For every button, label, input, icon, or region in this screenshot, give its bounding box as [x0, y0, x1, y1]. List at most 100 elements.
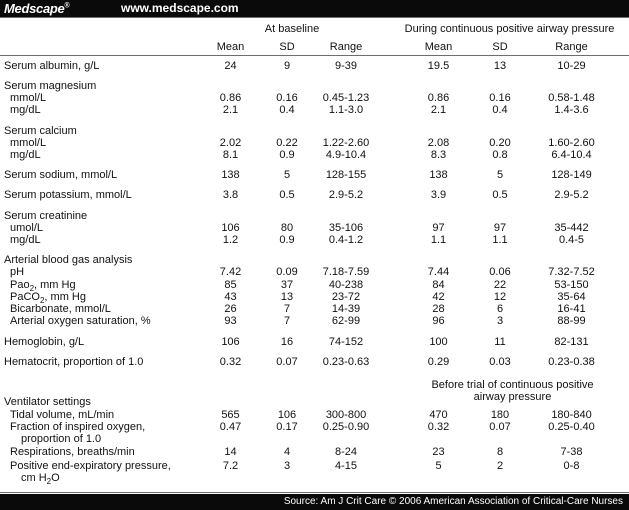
- row-label: Serum calcium: [4, 125, 77, 137]
- baseline-range-cell: 128-155: [325, 169, 367, 181]
- source-citation: Source: Am J Crit Care © 2006 American A…: [283, 496, 623, 507]
- baseline-range-cell: 8-24: [334, 446, 358, 458]
- cpap-sd-cell: 0.06: [489, 266, 511, 278]
- row-label: Respirations, breaths/min: [10, 446, 135, 458]
- cpap-mean-cell: 5: [435, 460, 442, 472]
- row-label-continuation: proportion of 1.0: [21, 433, 101, 445]
- row-label-text: Serum magnesium: [4, 80, 97, 92]
- column-header-sd: SD: [492, 41, 508, 53]
- cpap-range-cell: 180-840: [551, 409, 592, 421]
- cpap-range-cell: 16-41: [557, 303, 586, 315]
- row-label-text: Hematocrit, proportion of 1.0: [4, 356, 144, 368]
- group-header-baseline: At baseline: [264, 23, 320, 35]
- row-label: Fraction of inspired oxygen,: [10, 421, 145, 433]
- baseline-mean-cell: 26: [224, 303, 237, 315]
- row-label-tail: O: [51, 472, 60, 484]
- cpap-mean-cell: 97: [432, 222, 445, 234]
- cpap-sd-cell: 6: [496, 303, 504, 315]
- baseline-sd-cell: 0.22: [276, 137, 298, 149]
- group-header-before-trial-text: Before trial of continuous positive airw…: [431, 379, 594, 403]
- baseline-sd-cell: 0.9: [279, 234, 295, 246]
- baseline-mean-cell: 1.2: [222, 234, 239, 246]
- medscape-logo[interactable]: Medscape®: [4, 1, 70, 16]
- cpap-range-cell: 0-8: [563, 460, 580, 472]
- cpap-mean-cell: 3.9: [430, 189, 447, 201]
- table-bottom-rule: [0, 492, 629, 493]
- cpap-sd-cell: 0.07: [489, 421, 511, 433]
- baseline-mean-cell: 7.2: [222, 460, 239, 472]
- baseline-sd-cell: 3: [283, 460, 291, 472]
- baseline-range-cell: 7.18-7.59: [322, 266, 370, 278]
- baseline-sd-cell: 0.9: [279, 149, 295, 161]
- row-label: Serum magnesium: [4, 80, 96, 92]
- cpap-mean-cell: 0.86: [427, 92, 450, 104]
- cpap-sd-cell: 0.8: [492, 149, 508, 161]
- baseline-range-cell: 9-39: [334, 60, 358, 72]
- cpap-mean-cell: 100: [429, 336, 448, 348]
- column-header-range: Range: [329, 41, 363, 53]
- cpap-range-cell: 88-99: [557, 315, 586, 327]
- header-divider-rule: [0, 55, 629, 56]
- row-label: Pao2, mm Hg: [10, 279, 76, 295]
- baseline-sd-cell: 80: [280, 222, 294, 234]
- row-label-text: Arterial oxygen saturation, %: [10, 315, 151, 327]
- row-label-text: pH: [10, 266, 25, 278]
- row-label-text: mg/dL: [10, 234, 41, 246]
- row-label: mg/dL: [10, 104, 41, 116]
- row-label-continuation-text: cm H: [21, 472, 47, 484]
- cpap-sd-cell: 11: [494, 336, 506, 348]
- cpap-sd-cell: 2: [496, 460, 504, 472]
- cpap-mean-cell: 8.3: [430, 149, 447, 161]
- row-label: Tidal volume, mL/min: [10, 409, 114, 421]
- baseline-sd-cell: 0.09: [276, 266, 298, 278]
- row-label: mg/dL: [10, 234, 41, 246]
- baseline-range-cell: 40-238: [328, 279, 364, 291]
- row-label-text: Serum creatinine: [4, 210, 88, 222]
- row-label: Bicarbonate, mmol/L: [10, 303, 111, 315]
- row-label-text: mmol/L: [10, 92, 47, 104]
- cpap-mean-cell: 96: [432, 315, 445, 327]
- cpap-sd-cell: 180: [490, 409, 510, 421]
- row-label-text: Ventilator settings: [4, 396, 91, 408]
- baseline-range-cell: 300-800: [325, 409, 367, 421]
- row-label-subscript: 2: [39, 296, 45, 306]
- row-label: Serum albumin, g/L: [4, 60, 99, 72]
- cpap-sd-cell: 0.16: [489, 92, 511, 104]
- cpap-mean-cell: 23: [432, 446, 445, 458]
- row-label: mmol/L: [10, 137, 46, 149]
- row-label: Arterial oxygen saturation, %: [10, 315, 151, 327]
- baseline-mean-cell: 106: [221, 222, 240, 234]
- cpap-mean-cell: 0.32: [427, 421, 450, 433]
- cpap-range-cell: 0.23-0.38: [548, 356, 595, 368]
- row-label-continuation-text: proportion of 1.0: [21, 433, 102, 445]
- row-label: umol/L: [10, 222, 43, 234]
- cpap-mean-cell: 28: [432, 303, 445, 315]
- baseline-sd-cell: 0.16: [276, 92, 298, 104]
- row-label-text: umol/L: [10, 222, 44, 234]
- row-label: PaCO2, mm Hg: [10, 291, 86, 307]
- row-label: pH: [10, 266, 24, 278]
- row-label-text: Hemoglobin, g/L: [4, 336, 85, 348]
- baseline-range-cell: 1.1-3.0: [328, 104, 364, 116]
- baseline-range-cell: 2.9-5.2: [328, 189, 364, 201]
- column-header-mean: Mean: [216, 41, 245, 53]
- baseline-range-cell: 4-15: [334, 460, 358, 472]
- row-label-text: Respirations, breaths/min: [10, 446, 135, 458]
- row-label-text: Serum potassium, mmol/L: [4, 189, 132, 201]
- baseline-mean-cell: 8.1: [222, 149, 239, 161]
- baseline-range-cell: 74-152: [328, 336, 364, 348]
- baseline-mean-cell: 2.1: [222, 104, 239, 116]
- row-label-tail: , mm Hg: [44, 291, 86, 303]
- baseline-range-cell: 14-39: [331, 303, 361, 315]
- row-label: mmol/L: [10, 92, 46, 104]
- row-label-text: mg/dL: [10, 104, 41, 116]
- baseline-range-cell: 0.23-0.63: [322, 356, 370, 368]
- baseline-sd-cell: 37: [280, 279, 294, 291]
- cpap-sd-cell: 3: [496, 315, 504, 327]
- baseline-sd-cell: 0.07: [276, 356, 298, 368]
- site-url-link[interactable]: www.medscape.com: [121, 1, 239, 15]
- baseline-range-cell: 23-72: [331, 291, 361, 303]
- baseline-mean-cell: 85: [224, 279, 237, 291]
- cpap-range-cell: 2.9-5.2: [554, 189, 589, 201]
- row-label: Positive end-expiratory pressure,: [10, 460, 171, 472]
